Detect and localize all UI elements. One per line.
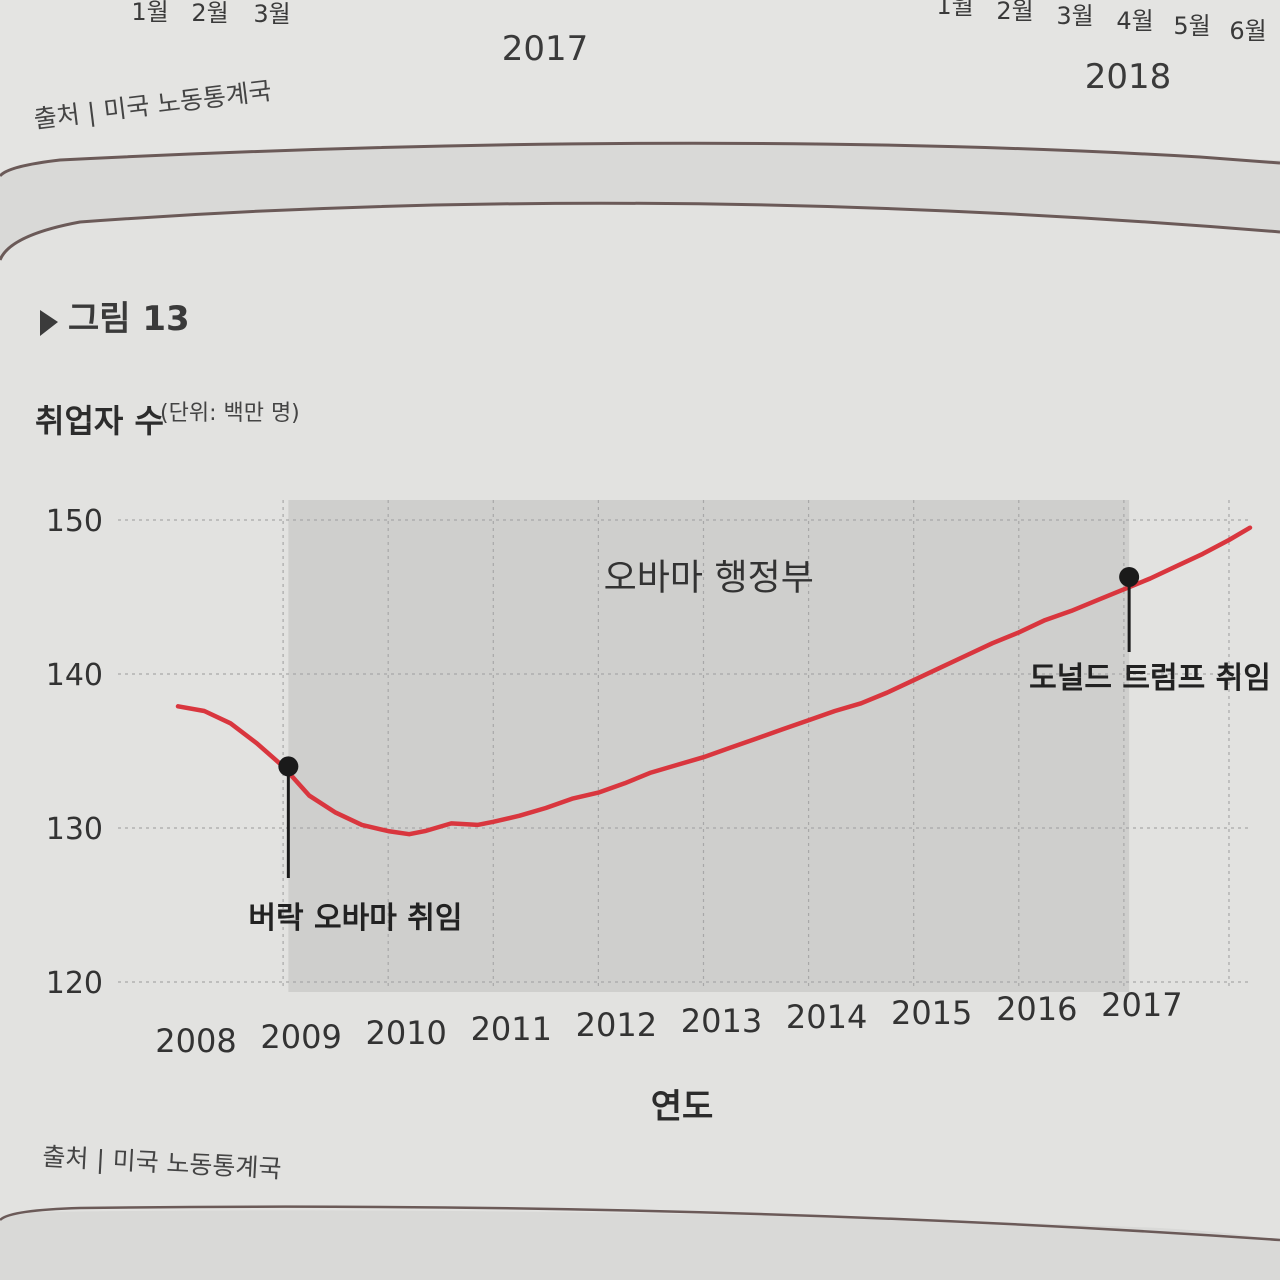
y-axis-unit: (단위: 백만 명) (160, 401, 300, 426)
x-tick-label: 2008 (155, 1022, 236, 1060)
previous-figure-fragment: 1월 2월 3월 1월 2월 3월 4월 5월 6월 2017 2018 출처 | 미국 노동… (0, 0, 1280, 178)
figure-label: 그림 13 (68, 299, 190, 339)
annotation-label: 도널드 트럼프 취임 (1029, 661, 1271, 696)
annotation-marker (278, 756, 299, 777)
obama-administration-region (288, 500, 1130, 992)
month-label: 3월 (253, 0, 290, 28)
annotations: 버락 오바마 취임 도널드 트럼프 취임 (248, 566, 1271, 936)
figure-panel: 그림 13 취업자 수 (단위: 백만 명) 120 130 140 150 2008… (0, 201, 1280, 1242)
month-label: 3월 (1056, 2, 1093, 30)
x-tick-label: 2015 (891, 994, 972, 1032)
x-tick-label: 2012 (576, 1006, 657, 1044)
year-label-right: 2018 (1085, 57, 1172, 97)
x-tick-label: 2009 (260, 1018, 341, 1056)
month-labels-left: 1월 2월 3월 (131, 0, 290, 28)
annotation-label: 버락 오바마 취임 (248, 901, 462, 936)
month-label: 4월 (1116, 7, 1153, 35)
month-labels-right: 1월 2월 3월 4월 5월 6월 (936, 0, 1266, 45)
x-tick-label: 2011 (471, 1010, 552, 1048)
month-label: 2월 (996, 0, 1033, 25)
x-tick-label: 2010 (365, 1014, 446, 1052)
month-label: 1월 (131, 0, 168, 26)
y-axis-title: 취업자 수 (35, 402, 164, 440)
month-label: 1월 (936, 0, 973, 20)
month-label: 6월 (1229, 17, 1266, 45)
employment-series-line (175, 525, 1253, 837)
x-axis-title: 연도 (651, 1087, 714, 1127)
x-axis-ticks: 2008 2009 2010 2011 2012 2013 2014 2015 2016 2017 (155, 986, 1182, 1060)
y-tick-label: 120 (46, 966, 103, 1001)
obama-administration-label: 오바마 행정부 (604, 557, 814, 598)
x-tick-label: 2017 (1101, 986, 1182, 1024)
y-tick-label: 150 (46, 504, 103, 539)
y-tick-label: 130 (46, 812, 103, 847)
figure-marker-icon (40, 310, 58, 336)
y-tick-label: 140 (46, 658, 103, 693)
grid (118, 500, 1250, 990)
y-axis-ticks: 120 130 140 150 (46, 504, 103, 1001)
x-tick-label: 2016 (996, 990, 1077, 1028)
x-tick-label: 2013 (681, 1002, 762, 1040)
annotation-marker (1119, 566, 1140, 587)
x-tick-label: 2014 (786, 998, 867, 1036)
year-label-left: 2017 (502, 29, 589, 69)
month-label: 2월 (191, 0, 228, 27)
month-label: 5월 (1173, 12, 1210, 40)
